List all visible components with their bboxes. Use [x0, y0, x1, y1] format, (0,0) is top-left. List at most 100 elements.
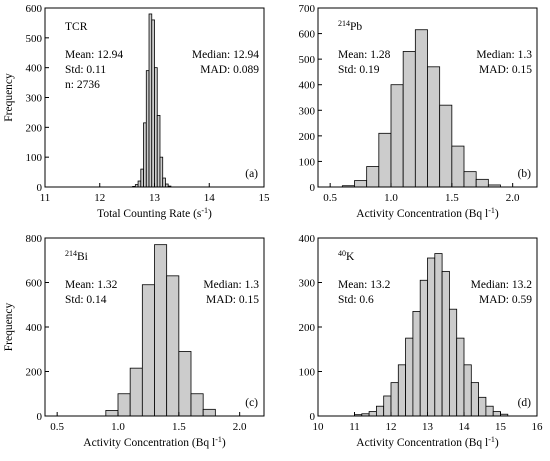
x-tick-label: 1.5 [172, 421, 186, 433]
y-tick-label: 800 [26, 233, 43, 245]
x-axis-label-tail: ) [208, 208, 212, 220]
y-axis-label: Frequency [3, 73, 15, 122]
histogram-bar [117, 393, 131, 417]
y-tick-label: 500 [299, 54, 316, 66]
histogram-bar [485, 405, 494, 417]
x-tick-label: 13 [149, 192, 161, 204]
histogram-bar [202, 408, 216, 417]
histogram-bar [129, 367, 143, 417]
histogram-bar [456, 337, 465, 417]
panel-title-text: Bi [77, 251, 88, 263]
x-tick-label: 12 [386, 421, 397, 433]
histogram-bar [354, 180, 368, 188]
y-tick-label: 0 [310, 182, 316, 194]
panel-title-text: Pb [350, 21, 362, 33]
stats-right-line: MAD: 0.59 [479, 294, 532, 306]
histogram-bar [402, 51, 416, 188]
x-tick-label: 0.5 [50, 421, 64, 433]
histogram-bar [448, 308, 458, 417]
y-tick-label: 0 [310, 411, 316, 423]
stats-left-line: Std: 0.14 [65, 294, 107, 306]
histogram-bar [368, 411, 377, 417]
histogram-bar [463, 364, 472, 417]
panel-tag: (c) [245, 397, 258, 409]
y-tick-label: 100 [299, 367, 316, 379]
y-tick-label: 0 [37, 411, 43, 423]
y-tick-label: 300 [26, 93, 43, 105]
stats-right-line: Median: 13.2 [471, 279, 533, 291]
stats-left-line: n: 2736 [65, 79, 100, 91]
panel-tag: (d) [518, 397, 532, 409]
x-tick-label: 11 [40, 192, 51, 204]
y-tick-label: 0 [37, 182, 43, 194]
x-axis-label-tail: ) [495, 437, 499, 449]
stats-left-line: Mean: 1.28 [338, 49, 391, 61]
x-tick-label: 2.0 [506, 192, 520, 204]
stats-left-line: Mean: 1.32 [65, 279, 118, 291]
panel-d: 10 11 12 13 14 15 16 0 100 200 300 400 Activity Conc… [299, 233, 544, 449]
x-axis-label: Activity Concentration (Bq l-1) [83, 435, 226, 449]
x-axis-label-tail: ) [495, 208, 499, 220]
histogram-bar [412, 311, 421, 417]
x-axis-label-superscript: -1 [488, 435, 495, 444]
histogram-bar [441, 270, 450, 417]
x-axis-label-superscript: -1 [201, 206, 208, 215]
panel-title-text: TCR [65, 21, 88, 33]
x-axis-label-text: Activity Concentration (Bq l [356, 208, 488, 220]
histogram-bar [151, 19, 155, 188]
y-tick-label: 600 [26, 3, 43, 15]
histogram-bar [383, 395, 392, 417]
stats-left-line: Std: 0.11 [65, 64, 106, 76]
y-tick-label: 300 [299, 105, 316, 117]
stats-right-line: Median: 1.3 [476, 49, 532, 61]
y-tick-label: 200 [299, 322, 316, 334]
y-tick-label: 700 [299, 3, 316, 15]
panel-b: 0.5 1.0 1.5 2.0 0 100 200 300 400 500 600 700 Activi… [299, 3, 538, 220]
x-tick-label: 1.5 [445, 192, 459, 204]
histogram-bar [463, 171, 477, 188]
histogram-bar [390, 84, 404, 188]
histogram-bar [145, 70, 150, 188]
panel-tag: (a) [245, 168, 258, 180]
x-tick-label: 10 [313, 421, 325, 433]
stats-left-line: Mean: 12.94 [65, 49, 123, 61]
stats-right-line: Median: 1.3 [203, 279, 259, 291]
panel-title-text: K [346, 251, 355, 263]
stats-right-line: Median: 12.94 [192, 49, 259, 61]
x-tick-label: 14 [459, 421, 471, 433]
y-tick-label: 400 [26, 63, 43, 75]
histogram-bar [378, 132, 392, 188]
histogram-bar [375, 405, 385, 417]
x-axis-label-text: Total Counting Rate (s [97, 208, 202, 220]
x-axis-label-tail: ) [222, 437, 226, 449]
x-tick-label: 2.0 [233, 421, 247, 433]
histogram-bar [141, 284, 155, 417]
x-tick-label: 13 [422, 421, 434, 433]
histogram-bar [159, 156, 164, 188]
stats-right-line: MAD: 0.089 [200, 64, 259, 76]
x-tick-label: 12 [94, 192, 105, 204]
x-tick-label: 1.0 [384, 192, 398, 204]
x-axis-label-superscript: -1 [488, 206, 495, 215]
x-tick-label: 15 [495, 421, 507, 433]
histogram-bar [478, 396, 487, 417]
y-tick-label: 400 [26, 322, 43, 334]
panel-title: 214Bi [65, 249, 88, 263]
x-tick-label: 0.5 [323, 192, 337, 204]
x-axis-label-text: Activity Concentration (Bq l [356, 437, 488, 449]
y-tick-label: 100 [299, 156, 316, 168]
histogram-bar [451, 145, 465, 188]
x-tick-label: 15 [259, 192, 271, 204]
x-axis-label: Activity Concentration (Bq l-1) [356, 206, 499, 220]
x-tick-label: 11 [349, 421, 360, 433]
y-axis-label: Frequency [3, 302, 15, 351]
histogram-bar [434, 253, 443, 417]
histogram-bar [190, 393, 204, 417]
y-tick-label: 400 [299, 80, 316, 92]
histogram-bar [143, 122, 147, 188]
plot-frame [317, 7, 538, 188]
y-tick-label: 200 [26, 122, 43, 134]
x-tick-label: 14 [204, 192, 216, 204]
y-tick-label: 100 [26, 152, 43, 164]
